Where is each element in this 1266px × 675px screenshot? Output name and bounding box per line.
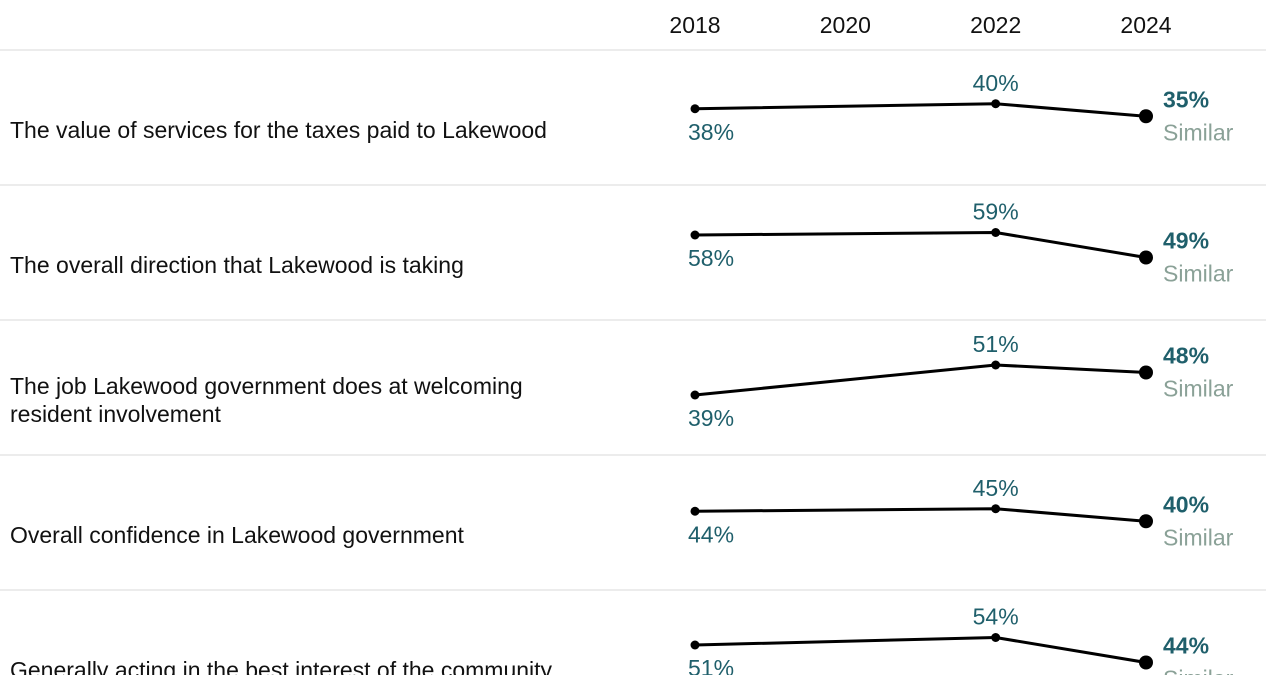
latest-value-label: 40% — [1163, 491, 1209, 517]
trend-line — [694, 102, 1147, 118]
latest-value-label: 44% — [1163, 633, 1209, 659]
row-label: resident involvement — [10, 401, 222, 427]
trend-line — [694, 363, 1147, 397]
data-value-label: 59% — [973, 199, 1019, 225]
year-tick-label: 2022 — [970, 12, 1021, 38]
data-value-label: 58% — [688, 245, 734, 271]
latest-point — [1139, 365, 1153, 380]
data-point — [991, 633, 1001, 642]
data-value-label: 45% — [973, 475, 1019, 501]
row-label: The value of services for the taxes paid… — [10, 117, 547, 143]
latest-point — [1139, 514, 1153, 529]
data-value-label: 40% — [973, 70, 1019, 96]
data-point — [690, 230, 700, 240]
comparison-label: Similar — [1163, 666, 1234, 675]
data-point — [991, 99, 1001, 109]
latest-value-label: 48% — [1163, 343, 1209, 369]
data-point — [690, 390, 700, 400]
latest-point — [1139, 655, 1153, 670]
row-label: The overall direction that Lakewood is t… — [10, 252, 464, 278]
year-tick-label: 2020 — [820, 12, 871, 38]
latest-value-label: 35% — [1163, 86, 1209, 112]
data-value-label: 38% — [688, 119, 734, 145]
trend-line — [694, 231, 1147, 259]
data-value-label: 54% — [973, 604, 1019, 630]
data-value-label: 51% — [973, 331, 1019, 357]
data-point — [991, 228, 1001, 237]
data-value-label: 44% — [688, 521, 734, 547]
latest-value-label: 49% — [1163, 228, 1209, 254]
year-tick-label: 2024 — [1120, 12, 1171, 38]
row-label: Generally acting in the best interest of… — [10, 657, 553, 675]
latest-point — [1139, 109, 1153, 124]
latest-point — [1139, 250, 1153, 265]
data-point — [991, 504, 1001, 514]
comparison-label: Similar — [1163, 261, 1234, 287]
data-point — [690, 506, 700, 516]
comparison-label: Similar — [1163, 119, 1234, 145]
data-point — [690, 640, 700, 650]
data-point — [690, 104, 700, 114]
comparison-label: Similar — [1163, 376, 1234, 402]
year-tick-label: 2018 — [669, 12, 720, 38]
row-label: Overall confidence in Lakewood governmen… — [10, 522, 464, 548]
data-point — [991, 360, 1001, 370]
trend-line — [694, 636, 1147, 664]
data-value-label: 51% — [688, 655, 734, 675]
row-label: The job Lakewood government does at welc… — [10, 373, 523, 399]
comparison-label: Similar — [1163, 524, 1234, 550]
data-value-label: 39% — [688, 405, 734, 431]
trend-line — [694, 507, 1147, 523]
